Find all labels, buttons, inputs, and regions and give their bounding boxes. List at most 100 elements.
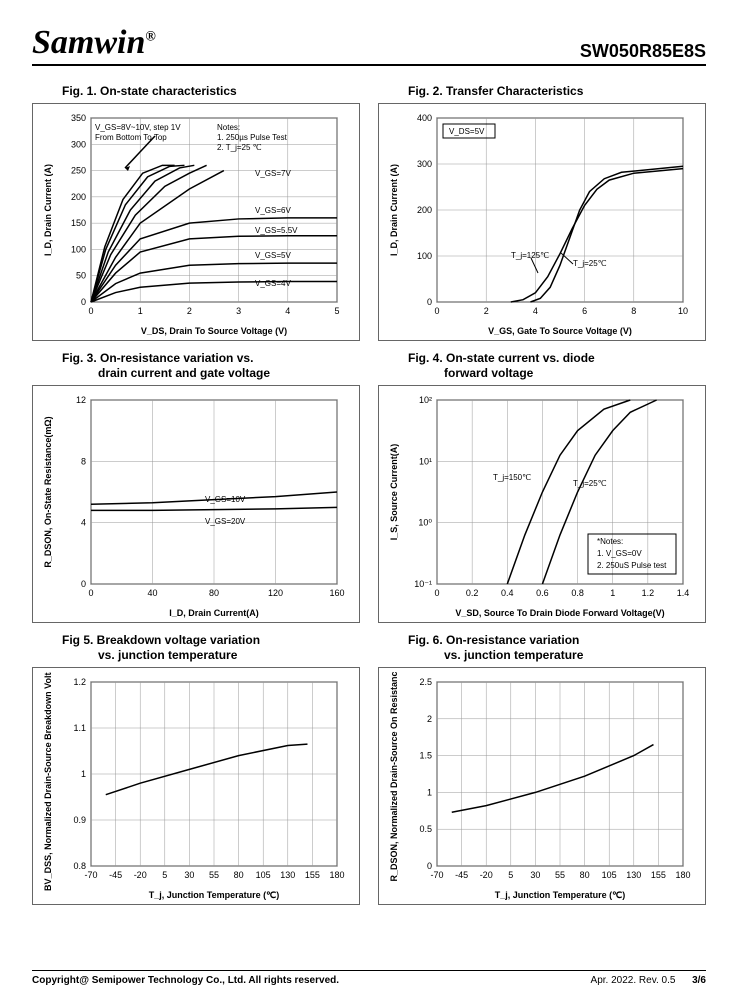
svg-text:Notes:: Notes: <box>217 123 240 132</box>
svg-text:I_S, Source Current(A): I_S, Source Current(A) <box>389 444 399 541</box>
chart-title-3: Fig. 4. On-state current vs. diodeforwar… <box>408 351 706 381</box>
svg-text:V_GS, Gate To Source Voltage: V_GS, Gate To Source Voltage (V) <box>488 326 632 336</box>
svg-text:200: 200 <box>417 205 432 215</box>
svg-text:4: 4 <box>285 306 290 316</box>
svg-text:-45: -45 <box>455 870 468 880</box>
svg-text:1: 1 <box>81 769 86 779</box>
chart-cell-1: Fig. 2. Transfer Characteristics02468100… <box>378 84 706 341</box>
svg-text:V_GS=5.5V: V_GS=5.5V <box>255 226 298 235</box>
svg-text:55: 55 <box>209 870 219 880</box>
svg-text:8: 8 <box>81 456 86 466</box>
part-number: SW050R85E8S <box>580 41 706 62</box>
svg-text:0.6: 0.6 <box>536 588 549 598</box>
svg-text:10⁻¹: 10⁻¹ <box>414 579 432 589</box>
svg-text:155: 155 <box>651 870 666 880</box>
brand-logo: Samwin® <box>32 24 156 62</box>
svg-text:R_DSON, Normalized Drain-Sourc: R_DSON, Normalized Drain-Source On Resis… <box>389 672 399 882</box>
chart-cell-2: Fig. 3. On-resistance variation vs.drain… <box>32 351 360 623</box>
brand-name: Samwin <box>32 24 145 61</box>
svg-text:I_D, Drain Current(A): I_D, Drain Current(A) <box>169 608 259 618</box>
footer-right: Apr. 2022. Rev. 0.5 3/6 <box>591 975 706 986</box>
svg-text:-20: -20 <box>134 870 147 880</box>
svg-text:5: 5 <box>508 870 513 880</box>
svg-text:80: 80 <box>580 870 590 880</box>
svg-text:T_j, Junction Temperature (℃): T_j, Junction Temperature (℃) <box>495 890 625 900</box>
svg-text:T_j=125℃: T_j=125℃ <box>511 251 549 260</box>
svg-text:0.8: 0.8 <box>73 861 86 871</box>
svg-text:200: 200 <box>71 192 86 202</box>
chart-frame-4: -70-45-2053055801051301551800.80.911.11.… <box>32 667 360 905</box>
svg-text:0: 0 <box>81 297 86 307</box>
svg-text:12: 12 <box>76 395 86 405</box>
svg-text:I_D, Drain Current (A): I_D, Drain Current (A) <box>389 164 399 256</box>
svg-text:2. T_j=25 ℃: 2. T_j=25 ℃ <box>217 143 262 152</box>
svg-text:0: 0 <box>434 306 439 316</box>
chart-cell-4: Fig 5. Breakdown voltage variationvs. ju… <box>32 633 360 905</box>
svg-text:-70: -70 <box>84 870 97 880</box>
svg-text:2: 2 <box>484 306 489 316</box>
svg-text:V_GS=6V: V_GS=6V <box>255 206 291 215</box>
svg-text:80: 80 <box>209 588 219 598</box>
svg-text:10²: 10² <box>419 395 432 405</box>
svg-text:40: 40 <box>147 588 157 598</box>
chart-title-4: Fig 5. Breakdown voltage variationvs. ju… <box>62 633 360 663</box>
svg-text:0.2: 0.2 <box>466 588 479 598</box>
svg-text:30: 30 <box>530 870 540 880</box>
svg-text:V_GS=5V: V_GS=5V <box>255 251 291 260</box>
chart-cell-3: Fig. 4. On-state current vs. diodeforwar… <box>378 351 706 623</box>
svg-text:300: 300 <box>417 159 432 169</box>
svg-text:V_DS=5V: V_DS=5V <box>449 127 485 136</box>
svg-text:100: 100 <box>417 251 432 261</box>
chart-cell-5: Fig. 6. On-resistance variationvs. junct… <box>378 633 706 905</box>
svg-text:350: 350 <box>71 113 86 123</box>
svg-text:150: 150 <box>71 218 86 228</box>
svg-text:1: 1 <box>138 306 143 316</box>
svg-text:6: 6 <box>582 306 587 316</box>
svg-text:V_GS=4V: V_GS=4V <box>255 279 291 288</box>
svg-text:T_j, Junction Temperature (℃): T_j, Junction Temperature (℃) <box>149 890 279 900</box>
svg-text:I_D, Drain Current (A): I_D, Drain Current (A) <box>43 164 53 256</box>
svg-text:55: 55 <box>555 870 565 880</box>
svg-text:V_GS=20V: V_GS=20V <box>205 517 246 526</box>
svg-text:0: 0 <box>88 588 93 598</box>
page-number: 3/6 <box>692 975 706 986</box>
svg-text:5: 5 <box>162 870 167 880</box>
svg-text:400: 400 <box>417 113 432 123</box>
svg-text:0.5: 0.5 <box>419 824 432 834</box>
svg-text:8: 8 <box>631 306 636 316</box>
svg-text:1.2: 1.2 <box>73 677 86 687</box>
registered-mark: ® <box>145 30 155 45</box>
svg-text:300: 300 <box>71 139 86 149</box>
svg-text:From Bottom To Top: From Bottom To Top <box>95 133 167 142</box>
svg-text:180: 180 <box>329 870 344 880</box>
svg-text:0.9: 0.9 <box>73 815 86 825</box>
svg-text:0.4: 0.4 <box>501 588 514 598</box>
svg-text:V_GS=8V~10V, step 1V: V_GS=8V~10V, step 1V <box>95 123 181 132</box>
svg-text:1: 1 <box>610 588 615 598</box>
svg-text:4: 4 <box>81 518 86 528</box>
svg-text:0: 0 <box>427 297 432 307</box>
svg-text:0: 0 <box>88 306 93 316</box>
svg-text:V_GS=7V: V_GS=7V <box>255 169 291 178</box>
chart-title-2: Fig. 3. On-resistance variation vs.drain… <box>62 351 360 381</box>
svg-text:30: 30 <box>184 870 194 880</box>
svg-text:2: 2 <box>187 306 192 316</box>
svg-text:2.5: 2.5 <box>419 677 432 687</box>
svg-text:2: 2 <box>427 714 432 724</box>
chart-frame-1: 02468100100200300400V_GS, Gate To Source… <box>378 103 706 341</box>
svg-text:120: 120 <box>268 588 283 598</box>
chart-frame-0: 012345050100150200250300350V_DS, Drain T… <box>32 103 360 341</box>
svg-text:2. 250uS Pulse test: 2. 250uS Pulse test <box>597 561 667 570</box>
svg-text:1.5: 1.5 <box>419 751 432 761</box>
svg-text:0: 0 <box>434 588 439 598</box>
svg-text:10¹: 10¹ <box>419 456 432 466</box>
svg-text:130: 130 <box>280 870 295 880</box>
svg-text:160: 160 <box>329 588 344 598</box>
svg-text:V_GS=10V: V_GS=10V <box>205 495 246 504</box>
svg-text:*Notes:: *Notes: <box>597 537 623 546</box>
svg-text:0: 0 <box>81 579 86 589</box>
svg-text:T_j=25℃: T_j=25℃ <box>573 259 607 268</box>
svg-text:105: 105 <box>256 870 271 880</box>
svg-text:1.1: 1.1 <box>73 723 86 733</box>
page-footer: Copyright@ Semipower Technology Co., Ltd… <box>32 970 706 986</box>
